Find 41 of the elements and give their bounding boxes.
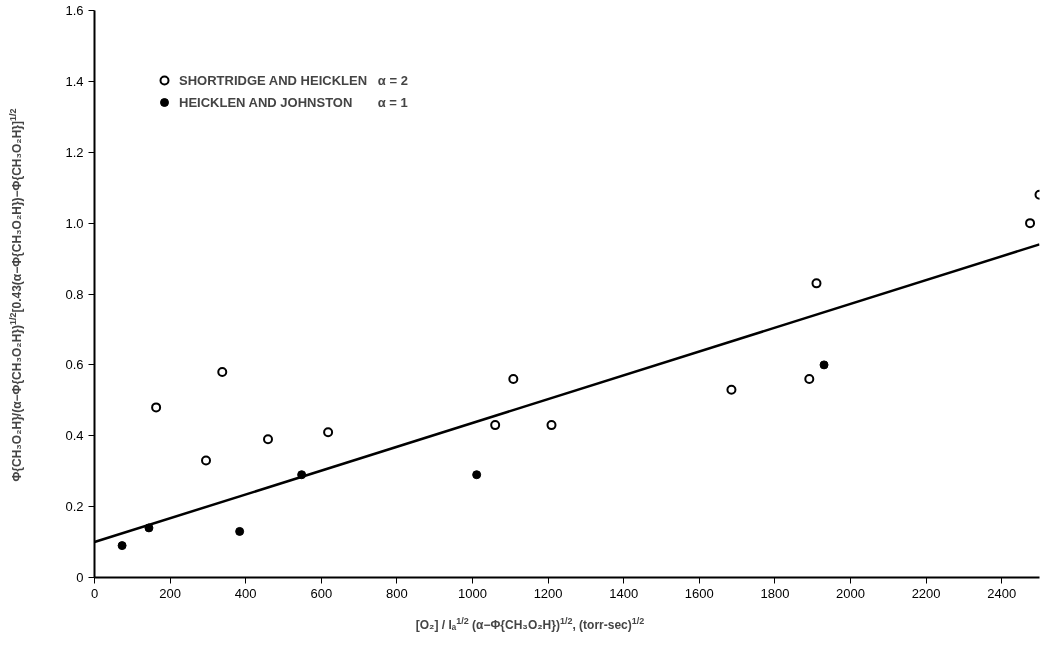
x-tick-label: 1200 bbox=[533, 585, 563, 601]
x-tick-label: 2000 bbox=[836, 585, 865, 601]
x-tick-label: 1000 bbox=[458, 585, 487, 601]
point bbox=[804, 374, 815, 385]
x-tick-label: 2200 bbox=[911, 585, 941, 601]
point bbox=[726, 384, 737, 395]
point bbox=[263, 434, 273, 445]
y-tick-label: 0.8 bbox=[65, 286, 84, 302]
point bbox=[546, 420, 557, 431]
x-tick-label: 800 bbox=[386, 585, 408, 601]
point bbox=[1025, 218, 1036, 229]
point bbox=[472, 470, 482, 480]
legend-label: HEICKLEN AND JOHNSTON α = 1 bbox=[179, 94, 408, 110]
x-tick-label: 2400 bbox=[987, 585, 1017, 601]
x-tick-label: 1600 bbox=[684, 585, 714, 601]
point bbox=[811, 278, 822, 289]
x-tick-label: 200 bbox=[159, 585, 181, 601]
y-tick-label: 1.0 bbox=[65, 215, 84, 231]
x-tick-label: 1400 bbox=[609, 585, 639, 601]
point bbox=[217, 366, 228, 377]
point bbox=[490, 420, 501, 431]
x-tick-label: 600 bbox=[310, 585, 333, 601]
y-tick-label: 0.2 bbox=[65, 499, 84, 515]
point bbox=[235, 526, 245, 536]
point bbox=[819, 360, 829, 370]
point bbox=[508, 374, 519, 385]
y-tick-label: 0 bbox=[76, 570, 84, 585]
x-axis-title: [O₂] / Iₐ$^{1/2}$ (α−Φ{CH₃O₂H})$^{1/2}$, (torr-sec)$^{1/2}$ bbox=[414, 615, 646, 634]
x-tick-label: 0 bbox=[90, 585, 99, 601]
legend-label: SHORTRIDGE AND HEICKLEN α = 2 bbox=[179, 72, 408, 88]
x-tick-label: 400 bbox=[234, 585, 257, 601]
x-tick-label: 1800 bbox=[760, 585, 790, 601]
point bbox=[151, 402, 162, 413]
point bbox=[117, 541, 127, 551]
y-tick-label: 0.4 bbox=[65, 428, 84, 444]
y-tick-label: 1.2 bbox=[65, 144, 84, 160]
y-tick-label: 1.4 bbox=[65, 73, 84, 89]
y-tick-label: 1.6 bbox=[65, 3, 84, 18]
point bbox=[323, 427, 334, 438]
y-tick-label: 0.6 bbox=[65, 357, 84, 373]
point bbox=[201, 455, 212, 466]
